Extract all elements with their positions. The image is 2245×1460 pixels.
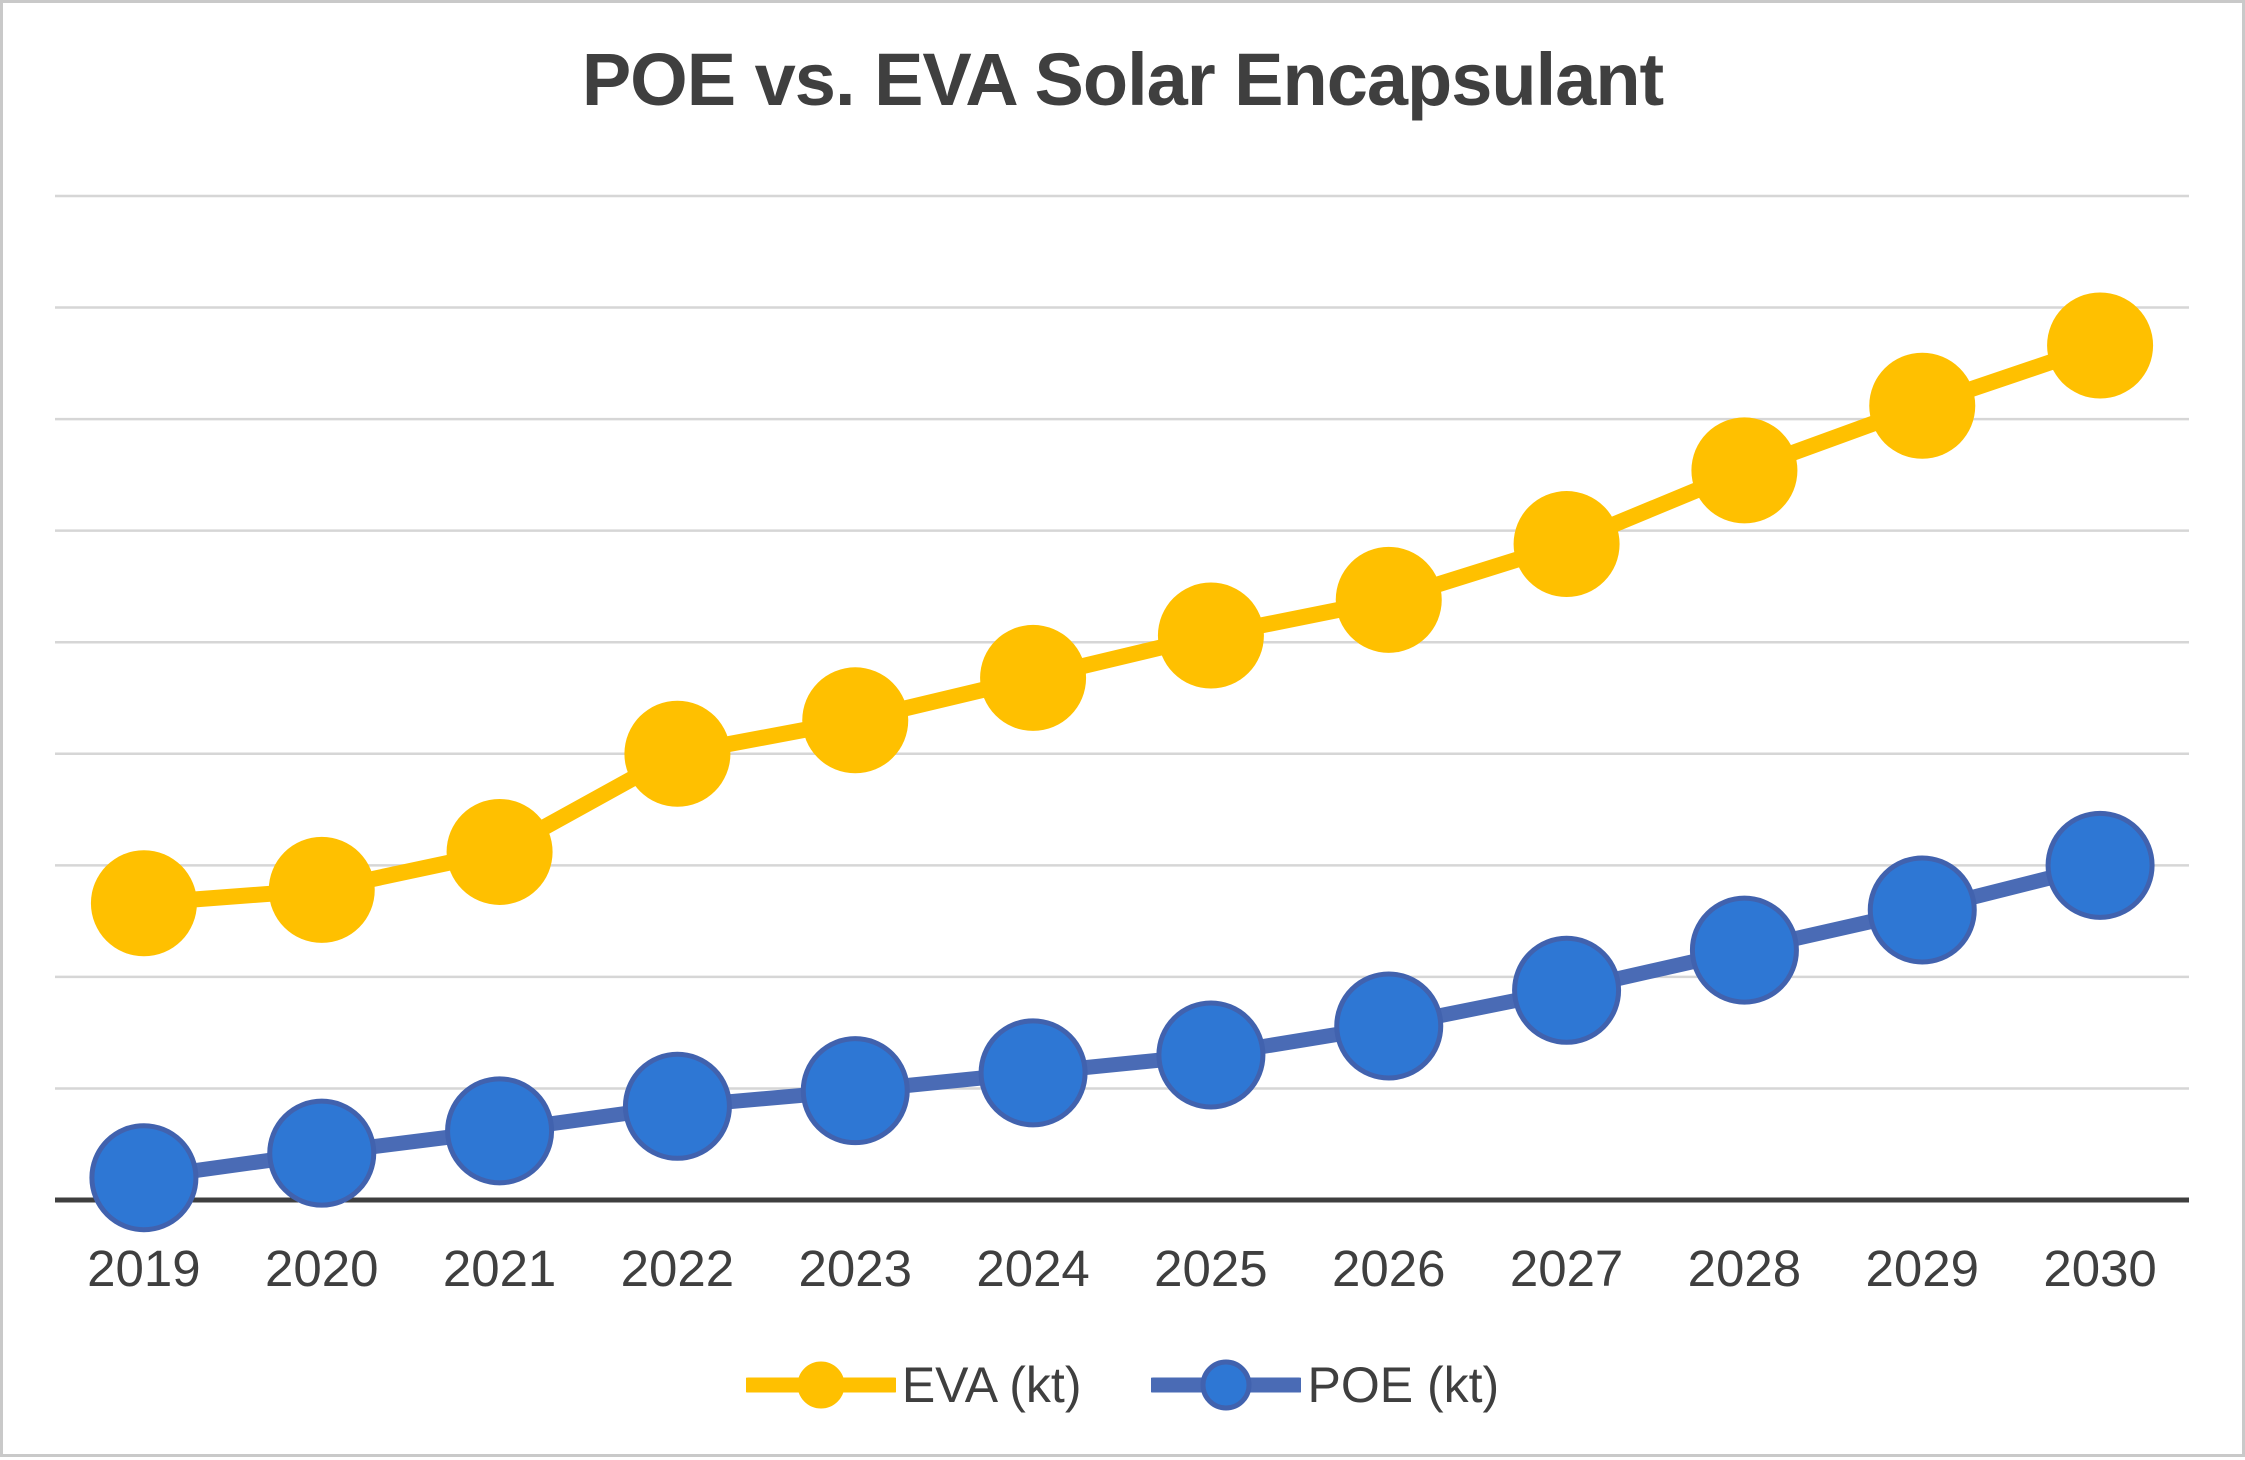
x-axis-label-2028: 2028: [1687, 1240, 1802, 1297]
legend-label-eva: EVA (kt): [901, 1357, 1082, 1413]
x-axis-label-2029: 2029: [1865, 1240, 1979, 1297]
series-group: [89, 292, 2155, 1233]
poe-series-line: [142, 858, 2102, 1186]
eva-marker-2024: [980, 624, 1087, 731]
eva-marker-2027: [1513, 491, 1620, 598]
legend: EVA (kt) POE (kt): [3, 1355, 2242, 1415]
eva-marker-2019: [90, 850, 197, 957]
poe-legend-marker-icon: [1151, 1359, 1302, 1411]
poe-marker-2022: [622, 1051, 732, 1161]
poe-marker-2025: [1156, 1000, 1266, 1110]
plot-area: [55, 194, 2189, 1233]
poe-marker-2027: [1512, 935, 1622, 1045]
x-axis-label-2026: 2026: [1332, 1240, 1446, 1297]
eva-marker-2028: [1691, 417, 1798, 524]
x-axis-label-2027: 2027: [1509, 1240, 1624, 1297]
x-axis-label-2023: 2023: [798, 1240, 912, 1297]
eva-marker-2029: [1869, 352, 1976, 459]
eva-marker-2021: [446, 798, 553, 905]
eva-marker-2025: [1157, 582, 1264, 689]
poe-marker-2026: [1334, 971, 1444, 1081]
eva-legend-marker-icon: [745, 1361, 896, 1409]
x-axis-label-2030: 2030: [2043, 1240, 2157, 1297]
poe-marker-2028: [1689, 895, 1799, 1005]
eva-marker-2020: [268, 836, 375, 943]
x-axis-label-2025: 2025: [1154, 1240, 1268, 1297]
eva-series-line: [143, 337, 2103, 912]
x-axis-label-2024: 2024: [976, 1240, 1090, 1297]
chart-title: POE vs. EVA Solar Encapsulant: [581, 38, 1664, 121]
eva-marker-2030: [2047, 292, 2154, 399]
x-axis-label-2022: 2022: [620, 1240, 735, 1297]
legend-item-poe: POE (kt): [1151, 1355, 1499, 1415]
x-axis-label-2021: 2021: [442, 1240, 557, 1297]
x-axis-label-2019: 2019: [87, 1240, 201, 1297]
poe-marker-2019: [89, 1123, 199, 1233]
poe-marker-2021: [445, 1076, 555, 1186]
poe-marker-2023: [800, 1036, 910, 1146]
x-axis-label-2020: 2020: [265, 1240, 379, 1297]
eva-marker-2026: [1335, 546, 1442, 653]
poe-marker-2020: [267, 1098, 377, 1208]
poe-marker-2029: [1867, 855, 1977, 965]
eva-marker-2023: [802, 667, 909, 774]
gridlines: [55, 194, 2189, 1090]
eva-marker-2022: [624, 700, 731, 807]
legend-item-eva: EVA (kt): [745, 1355, 1082, 1415]
poe-marker-2030: [2045, 810, 2155, 920]
poe-marker-2024: [978, 1018, 1088, 1128]
legend-label-poe: POE (kt): [1307, 1357, 1500, 1413]
